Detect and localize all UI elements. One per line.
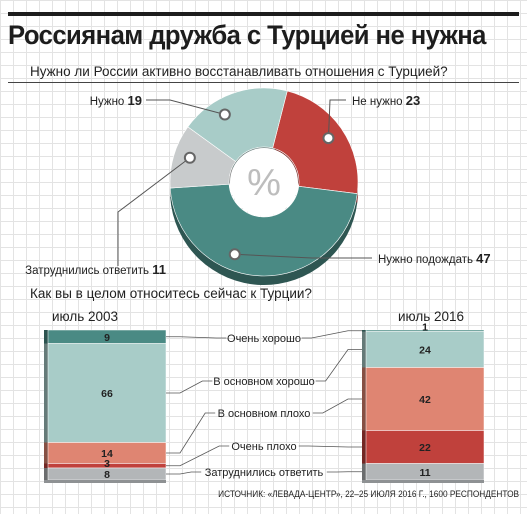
bar-value-2-4: 22 <box>419 442 431 454</box>
bar-segment-1-2 <box>47 343 167 443</box>
pie-question-rule <box>8 82 519 83</box>
bar-segment-2-3 <box>365 367 485 431</box>
bar-side-1-3 <box>44 442 48 464</box>
bar-side-2-2 <box>362 331 366 368</box>
pie-center-hole <box>230 148 298 216</box>
pie-slice-4 <box>187 87 288 162</box>
pie-marker-3 <box>183 151 196 164</box>
bar-side-1-5 <box>44 468 48 480</box>
source-note: ИСТОЧНИК: «ЛЕВАДА-ЦЕНТР», 22–25 ИЮЛЯ 201… <box>218 489 519 499</box>
series-leader-left-4 <box>166 445 230 467</box>
pie-marker-1 <box>322 132 335 145</box>
pie-leader-4 <box>146 99 225 116</box>
series-label-2: В основном хорошо <box>213 376 315 388</box>
series-leader-left-2 <box>166 380 213 394</box>
bar-side-1-2 <box>44 343 48 443</box>
bar-question: Как вы в целом относитесь сейчас к Турци… <box>30 286 312 301</box>
series-leader-right-2 <box>315 349 362 382</box>
pie-label-4-value: 19 <box>127 93 142 108</box>
bar-value-1-5: 8 <box>104 469 110 481</box>
bar-segment-2-2 <box>365 331 485 368</box>
bar-value-2-3: 42 <box>419 394 431 406</box>
bar-side-2-4 <box>362 430 366 464</box>
series-leader-right-1 <box>301 330 362 339</box>
pie-marker-2 <box>228 248 241 261</box>
bar-side-2-5 <box>362 463 366 480</box>
bar-base-1 <box>44 480 166 483</box>
pie-leader-1 <box>327 99 346 139</box>
series-leader-left-3 <box>166 412 216 454</box>
series-label-1: Очень хорошо <box>227 333 301 345</box>
bar-value-1-1: 9 <box>104 332 110 344</box>
pie-label-1-value: 23 <box>405 93 421 108</box>
bar-side-2-1 <box>362 330 366 332</box>
pie-label-2: Нужно подождать 47 <box>378 251 491 266</box>
pie-marker-4 <box>218 108 231 121</box>
pie-label-3: Затруднились ответить 11 <box>25 262 166 277</box>
bar-value-1-2: 66 <box>101 388 113 400</box>
pie-label-1: Не нужно 23 <box>352 93 420 108</box>
bar-value-2-5: 11 <box>419 467 430 479</box>
pie-leader-2 <box>234 253 372 259</box>
bar-side-1-1 <box>44 330 48 344</box>
series-leader-left-1 <box>166 336 227 339</box>
series-label-3: В основном плохо <box>218 408 311 420</box>
pie-question: Нужно ли России активно восстанавливать … <box>30 64 448 79</box>
pie-center-label: % <box>247 162 281 204</box>
bar-year-2016: июль 2016 <box>398 309 465 324</box>
pie-label-2-value: 47 <box>476 251 491 266</box>
pie-label-1-text: Не нужно <box>352 96 406 108</box>
bar-side-2-3 <box>362 367 366 431</box>
pie-label-4-text: Нужно <box>89 96 128 108</box>
bar-segment-2-4 <box>365 430 485 464</box>
series-leader-right-4 <box>298 445 362 448</box>
series-label-5: Затруднились ответить <box>205 467 324 479</box>
title-rule <box>8 12 519 16</box>
pie-label-3-text: Затруднились ответить <box>25 265 153 277</box>
series-leader-left-5 <box>166 471 202 475</box>
bar-value-2-2: 24 <box>419 345 431 357</box>
page-title: Россиянам дружба с Турцией не нужна <box>8 20 486 50</box>
pie-label-3-value: 11 <box>152 262 166 277</box>
bar-value-2-1: 1 <box>422 322 428 334</box>
bar-year-2003: июль 2003 <box>52 309 119 324</box>
pie-label-4: Нужно 19 <box>90 93 142 108</box>
bar-side-1-4 <box>44 463 48 468</box>
pie-leader-3 <box>117 157 191 266</box>
series-leader-right-3 <box>312 398 362 414</box>
pie-slice-2 <box>169 183 358 277</box>
pie-label-2-text: Нужно подождать <box>378 254 477 266</box>
bar-base-2 <box>362 480 484 483</box>
bar-value-1-4: 3 <box>104 458 110 470</box>
series-label-4: Очень плохо <box>231 441 296 453</box>
bar-value-1-3: 14 <box>101 448 113 460</box>
pie-slice-1 <box>272 90 359 194</box>
